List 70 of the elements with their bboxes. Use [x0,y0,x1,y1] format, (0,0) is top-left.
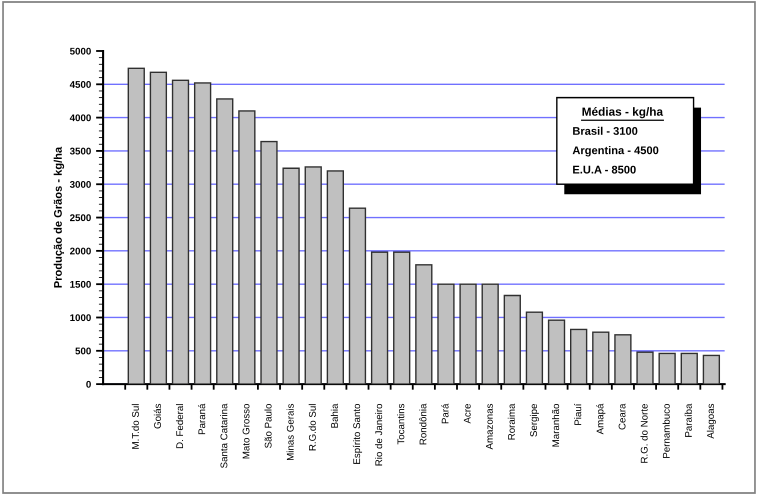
y-tick-label: 4000 [70,114,91,122]
x-tick-label: Ceara [618,404,626,430]
y-tick-label: 1000 [70,314,91,322]
x-tick-label: Paraíba [684,404,692,437]
bar [216,98,234,384]
y-tick-label: 2500 [70,214,91,222]
bar [128,68,145,384]
x-tick-label: Bahia [330,404,338,428]
y-tick-label: 3500 [70,148,91,155]
bar [636,351,654,384]
bar [592,331,610,384]
x-tick-label: Santa Catarina [220,404,228,468]
x-tick-label: Pernambuco [662,404,670,458]
bar [482,283,499,384]
bar [570,328,588,384]
bar [658,352,676,384]
bar [150,72,168,384]
x-tick-label: Goiás [154,404,161,428]
bar [194,82,212,384]
y-tick-label: 5000 [70,48,91,55]
x-tick-label: Amazonas [486,404,493,450]
x-tick-label: Piauí [574,404,582,425]
x-tick-label: Acre [464,404,471,424]
bar [393,252,410,384]
bar [370,252,388,384]
bar [548,319,566,384]
bar [238,110,256,384]
y-tick-label: 500 [75,348,91,354]
annotation: Brasil - 3100 [573,126,638,135]
bar [702,354,720,384]
x-tick-label: Roraima [508,404,515,440]
y-tick-label: 0 [86,380,91,388]
y-tick-label: 4500 [70,81,91,88]
bar [526,311,544,384]
annotation: E.U.A - 8500 [573,166,636,174]
bar [326,170,344,384]
bar [348,208,366,384]
x-tick-label: Minas Gerais [286,404,294,460]
x-tick-label: M.T.do Sul [132,404,139,449]
bar [282,168,300,384]
bar [415,264,432,384]
x-tick-label: D. Federal [176,404,184,448]
x-tick-label: Rondônia [419,404,426,444]
x-tick-label: Espírito Santo [352,404,362,464]
x-tick-label: Alagoas [706,404,716,439]
bar [437,283,455,384]
bar [614,334,632,384]
y-axis-title: Produção de Grãos - kg/ha [54,146,64,288]
y-tick-label: 1500 [70,280,91,288]
x-tick-label: Rio de Janeiro [375,404,382,466]
x-tick-label: R.G.do Sul [308,404,316,450]
bar [172,80,190,384]
x-tick-label: Maranhão [552,404,560,447]
bar [504,294,521,384]
x-tick-label: Mato Grosso [242,404,250,458]
x-tick-label: São Paulo [264,404,272,448]
bar [459,283,477,384]
annotation: Argentina - 4500 [572,146,658,156]
bar [680,352,698,384]
y-tick-label: 2000 [70,248,91,254]
x-tick-label: Sergipe [530,404,539,437]
bar [260,140,278,384]
x-tick-label: Pará [441,404,449,424]
x-tick-label: R.G. do Norte [640,404,648,463]
annotation: Médias - kg/ha [582,107,664,118]
x-tick-label: Paraná [198,404,206,434]
x-tick-label: Tocantins [397,404,404,444]
y-tick-label: 3000 [70,180,91,188]
bar [304,166,322,384]
x-tick-label: Amapá [596,404,606,434]
